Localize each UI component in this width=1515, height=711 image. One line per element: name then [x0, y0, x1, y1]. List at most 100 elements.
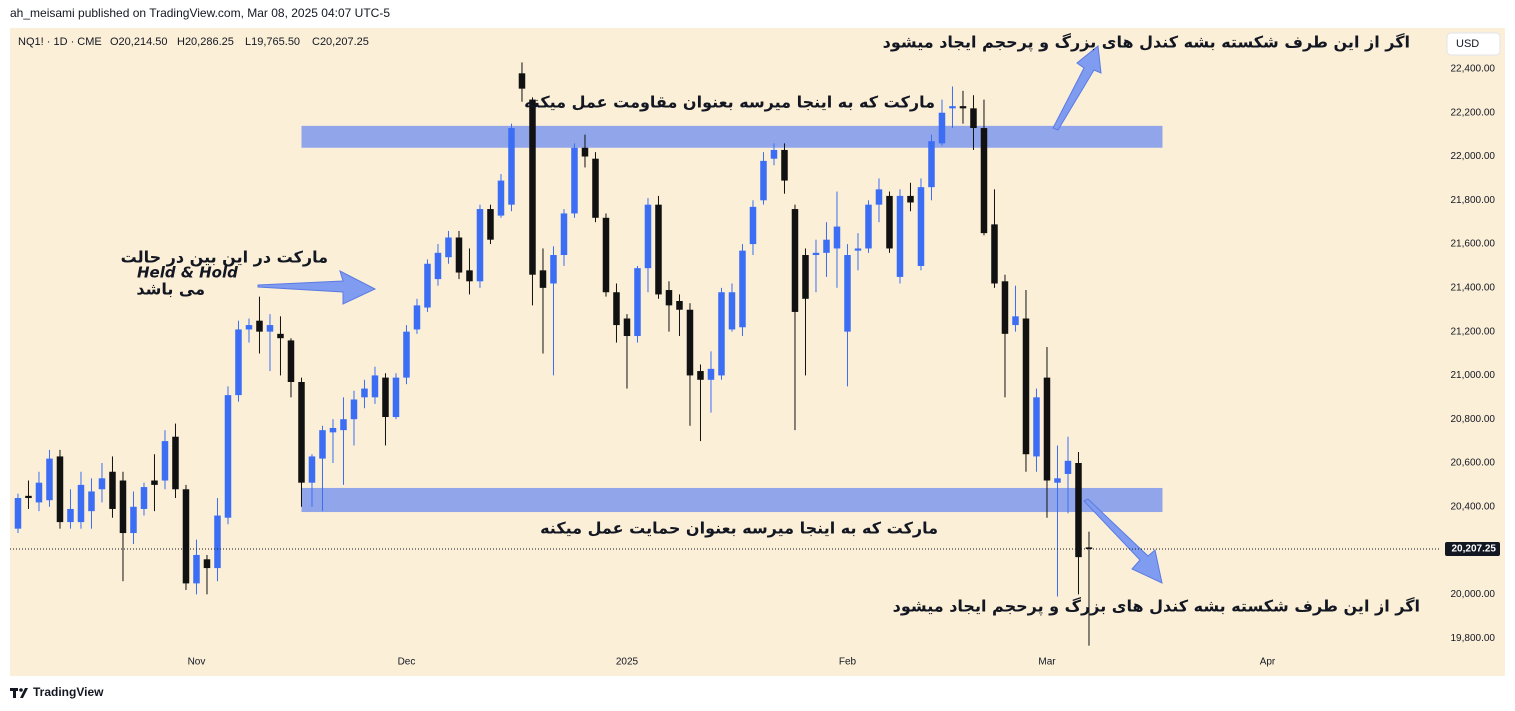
candle-body — [308, 456, 316, 483]
candle-body — [896, 195, 904, 277]
candle-body — [581, 147, 589, 157]
y-tick-label: 19,800.00 — [1451, 633, 1496, 644]
candle-body — [151, 480, 158, 485]
candle-body — [476, 209, 484, 282]
candle-body — [592, 158, 599, 218]
candle-body — [340, 419, 347, 431]
candle-body — [1043, 377, 1051, 481]
candle-body — [508, 128, 515, 205]
ohlc-close: C20,207.25 — [312, 36, 369, 48]
candle-body — [949, 106, 956, 109]
candle-body — [350, 399, 358, 420]
publisher-line: ah_meisami published on TradingView.com,… — [10, 6, 390, 20]
brand: TradingView — [33, 685, 104, 699]
candle-body — [875, 189, 883, 205]
last-price-label: 20,207.25 — [1452, 544, 1497, 555]
candle-body — [739, 250, 746, 328]
candle-body — [434, 252, 442, 280]
candle-body — [88, 491, 95, 512]
candle-body — [686, 309, 694, 376]
candle-body — [539, 270, 547, 288]
candle-body — [266, 325, 274, 332]
currency[interactable]: USD — [1456, 38, 1479, 50]
y-tick-label: 21,400.00 — [1451, 282, 1496, 293]
candle-body — [487, 209, 494, 240]
candle-body — [865, 204, 872, 249]
y-tick-label: 22,000.00 — [1451, 151, 1496, 162]
candle-body — [907, 195, 914, 203]
candle-body — [403, 331, 410, 378]
candle-body — [35, 482, 43, 503]
candle-body — [560, 213, 568, 256]
candle-body — [760, 160, 767, 201]
candle-body — [466, 270, 473, 282]
candle-body — [413, 305, 421, 330]
symbol: NQ1! · 1D · CME — [18, 36, 102, 48]
candle-body — [193, 554, 200, 584]
candle-body — [634, 268, 641, 337]
candle-body — [77, 484, 85, 523]
candle-body — [1054, 478, 1061, 483]
candle-body — [1033, 397, 1040, 457]
candle-body — [718, 292, 725, 376]
candle-body — [172, 436, 179, 490]
candle-body — [497, 180, 505, 216]
candle-body — [823, 239, 830, 253]
candle-body — [980, 128, 988, 234]
y-tick-label: 22,200.00 — [1451, 107, 1496, 118]
currency-box[interactable] — [1446, 32, 1501, 56]
candle-body — [424, 263, 431, 308]
candle-body — [287, 340, 295, 382]
candle-body — [529, 99, 536, 275]
candle-body — [56, 456, 64, 523]
candle-body — [245, 325, 253, 330]
candle-body — [25, 495, 32, 499]
arrow — [257, 270, 377, 305]
candle-body — [361, 388, 368, 398]
annotation: مارکت که به اینجا میرسه بعنوان حمایت عمل… — [540, 519, 938, 538]
candle-body — [707, 368, 715, 380]
candle-body — [329, 427, 337, 433]
candle-body — [886, 195, 893, 249]
y-tick-label: 21,600.00 — [1451, 239, 1496, 250]
y-tick-label: 22,400.00 — [1451, 64, 1496, 75]
ohlc-high: H20,286.25 — [177, 36, 234, 48]
brand-logo — [10, 688, 28, 698]
candle-body — [319, 430, 326, 459]
candle-body — [770, 149, 778, 159]
annotation: مارکت که به اینجا میرسه بعنوان مقاومت عم… — [524, 93, 935, 112]
y-tick-label: 21,200.00 — [1451, 326, 1496, 337]
candle-body — [550, 255, 557, 284]
ohlc-open: O20,214.50 — [110, 36, 168, 48]
candle-body — [665, 290, 673, 306]
annotation: می باشد — [136, 280, 205, 299]
candle-body — [676, 300, 683, 310]
candle-body — [214, 515, 221, 569]
last-price-box — [1445, 541, 1500, 556]
y-tick-label: 21,800.00 — [1451, 195, 1496, 206]
candle-body — [812, 252, 820, 256]
candle-body — [1022, 318, 1030, 455]
y-tick-label: 20,600.00 — [1451, 458, 1496, 469]
candle-body — [991, 224, 998, 284]
candle-body — [1012, 316, 1019, 326]
x-tick-label: Mar — [1038, 657, 1056, 668]
candle-body — [602, 217, 610, 293]
candle-body — [1085, 547, 1093, 549]
candle-body — [277, 333, 284, 339]
candle-body — [256, 320, 263, 332]
candle-body — [613, 292, 620, 326]
candle-body — [655, 204, 662, 295]
candle-body — [130, 506, 137, 534]
candle-body — [917, 187, 925, 266]
candle-body — [109, 471, 116, 509]
candle-body — [791, 209, 799, 312]
x-tick-label: 2025 — [616, 657, 639, 668]
zone — [301, 487, 1163, 513]
candle-body — [98, 478, 106, 490]
candle-body — [623, 318, 631, 337]
candle-body — [1064, 460, 1072, 474]
candle-body — [844, 255, 851, 332]
candle-body — [140, 487, 148, 509]
candle-body — [644, 204, 652, 269]
